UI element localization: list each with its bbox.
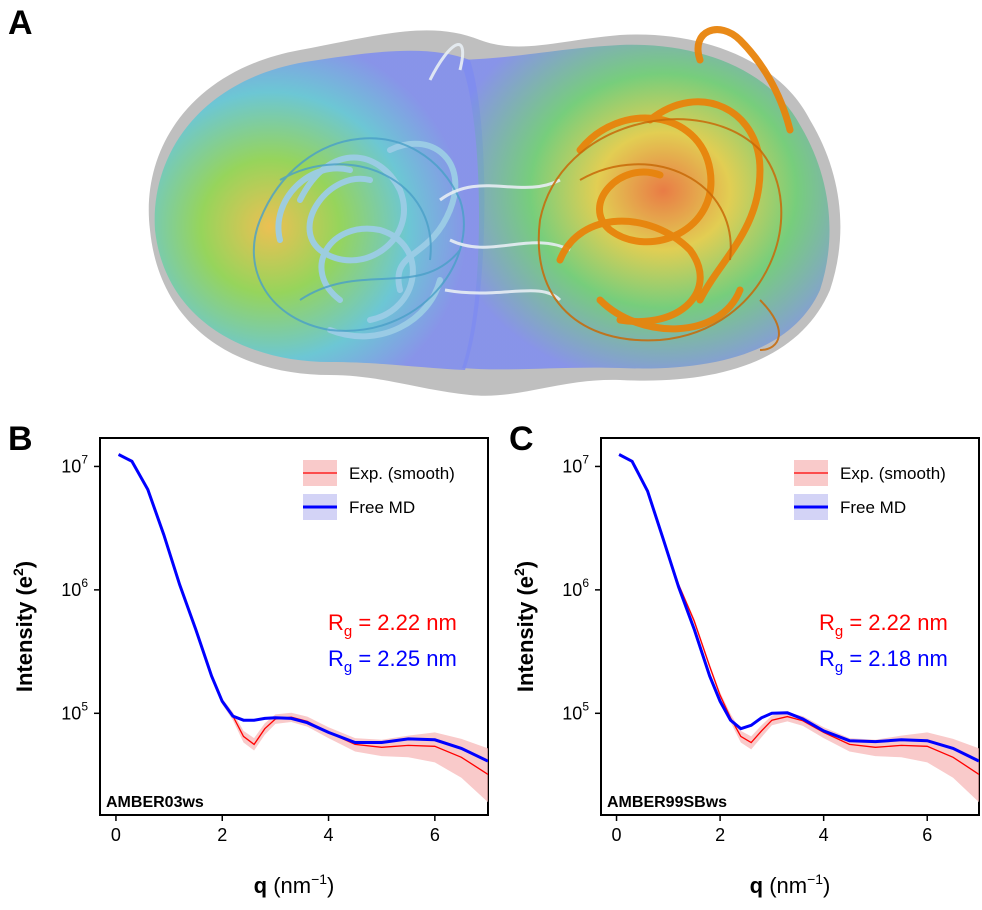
x-tick-label: 2 [217,825,227,845]
series-group [117,453,488,803]
y-tick-label: 105 [562,699,589,723]
force-field-label: AMBER99SBws [607,794,727,811]
legend-md-label: Free MD [840,498,906,517]
x-tick-label: 6 [430,825,440,845]
series-group [618,453,979,803]
legend-exp-label: Exp. (smooth) [349,464,455,483]
y-tick-label: 105 [61,699,88,723]
free-md-line [618,453,979,763]
chart-c-svg: 0 2 4 6 105 106 107 q (nm−1) Intensity (e2) Exp. … [511,437,980,898]
y-tick-label: 107 [562,452,589,476]
legend-exp-label: Exp. (smooth) [840,464,946,483]
y-tick-label: 106 [61,576,88,600]
rg-experimental: Rg = 2.22 nm [819,610,948,640]
x-tick-label: 6 [922,825,932,845]
rg-free-md: Rg = 2.25 nm [328,646,457,676]
x-axis-label: q (nm−1) [254,871,335,898]
protein-structure-illustration [148,26,841,396]
x-tick-label: 0 [612,825,622,845]
saxs-chart-b: B 0 2 4 6 105 106 107 q (nm−1) Intensity (e2) Exp… [0,420,491,905]
left-domain-coils [252,137,465,332]
y-axis-label: Intensity (e2) [511,561,538,692]
chart-b-svg: 0 2 4 6 105 106 107 q (nm−1) Intensity (e2) Exp. … [10,437,489,898]
plot-area [99,437,489,816]
x-tick-label: 0 [111,825,121,845]
legend-md-label: Free MD [349,498,415,517]
y-axis-label: Intensity (e2) [10,561,37,692]
x-tick-label: 2 [715,825,725,845]
exp-uncertainty-band [619,453,979,803]
structure-panel: A [0,0,982,410]
panel-label-c: C [509,420,534,458]
panel-label-b: B [8,420,33,458]
x-tick-label: 4 [324,825,334,845]
x-axis-label: q (nm−1) [750,871,831,898]
free-md-line [117,453,488,763]
y-tick-label: 106 [562,576,589,600]
rg-free-md: Rg = 2.18 nm [819,646,948,676]
rg-experimental: Rg = 2.22 nm [328,610,457,640]
force-field-label: AMBER03ws [106,794,204,811]
y-tick-label: 107 [61,452,88,476]
right-domain-ribbons [556,26,794,333]
exp-uncertainty-band [118,453,488,803]
x-tick-label: 4 [819,825,829,845]
saxs-chart-c: C 0 2 4 6 105 106 107 q (nm−1) Intensity (e2) Exp… [491,420,982,905]
right-domain-coils [537,118,783,351]
panel-label-a: A [8,4,33,42]
